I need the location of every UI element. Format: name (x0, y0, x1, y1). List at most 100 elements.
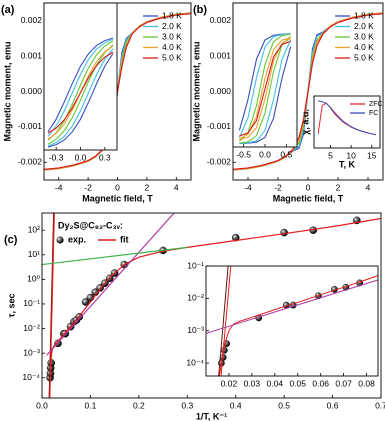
x-tick-label: -4 (55, 182, 63, 192)
legend-label: 5.0 K (162, 52, 182, 62)
legend-label: 1.8 K (162, 10, 182, 20)
data-line (49, 213, 55, 398)
y-tick-label: 0.002 (210, 15, 232, 25)
data-line (218, 266, 229, 376)
x-tick-label: 0.4 (230, 400, 242, 410)
x-tick-label: 0.06 (312, 378, 329, 388)
y-tick-label: 0.001 (21, 50, 43, 60)
y-tick-label: 10⁻² (23, 323, 40, 333)
x-tick-label: 0 (306, 182, 311, 192)
x-tick-label: -2 (84, 182, 92, 192)
data-line (47, 40, 114, 141)
y-tick-label: -0.002 (207, 157, 231, 167)
plot-area (206, 266, 378, 376)
data-line (47, 37, 114, 133)
y-tick-label: 10⁻¹ (23, 298, 40, 308)
y-axis-label: τ, sec (6, 293, 16, 317)
x-tick-label: 0.07 (335, 378, 352, 388)
plot-area (42, 213, 381, 398)
x-tick-label: 0.04 (267, 378, 284, 388)
x-tick-label: -2 (274, 182, 282, 192)
y-tick-label: -0.001 (18, 121, 42, 131)
x-tick-label: 0.05 (289, 378, 306, 388)
x-tick-label: 2 (336, 182, 341, 192)
y-tick-label: 10⁰ (27, 274, 40, 284)
x-tick-label: 2 (145, 182, 150, 192)
y-axis-label: Magnetic moment, emu (191, 41, 201, 141)
x-tick-label: 0 (115, 182, 120, 192)
x-tick-label: 10 (346, 150, 356, 160)
data-line (47, 38, 114, 137)
x-tick-label: -4 (244, 182, 252, 192)
y-tick-label: 0.001 (210, 50, 232, 60)
x-tick-label: -0.3 (49, 152, 64, 162)
data-line (239, 40, 291, 137)
plot-frame (232, 2, 298, 148)
x-tick-label: 0.3 (181, 400, 193, 410)
plot-area (44, 12, 191, 171)
y-tick-label: 10⁻⁴ (22, 372, 40, 382)
data-line (239, 37, 291, 140)
data-line (44, 13, 191, 170)
inset-background (314, 96, 380, 148)
x-tick-label: 0.5 (278, 400, 290, 410)
x-tick-label: 0.1 (85, 400, 97, 410)
inset-background (233, 3, 297, 147)
data-line (47, 51, 114, 134)
y-tick-label: 10⁻³ (187, 325, 204, 335)
x-tick-label: 0.2 (133, 400, 145, 410)
x-tick-label: -0.5 (236, 149, 251, 159)
y-tick-label: 10¹ (28, 249, 40, 259)
y-tick-label: 10² (28, 224, 40, 234)
x-tick-label: 4 (366, 182, 371, 192)
x-tick-label: 0.02 (221, 378, 238, 388)
panel-label: (b) (193, 4, 207, 16)
legend-label: exp. (68, 234, 86, 244)
legend-marker (56, 236, 64, 244)
legend-label: FC (369, 110, 378, 117)
x-tick-label: 5 (328, 150, 333, 160)
data-line (47, 48, 114, 147)
plot-frame (41, 212, 382, 399)
panel-label: (c) (4, 234, 18, 246)
legend-label: 2.0 K (354, 21, 374, 31)
y-tick-label: 10⁻³ (23, 347, 40, 357)
legend-label: 4.0 K (354, 42, 374, 52)
legend-label: 3.0 K (162, 31, 182, 41)
y-tick-label: 0.002 (21, 15, 43, 25)
x-axis-label: T, K (339, 159, 356, 169)
x-axis-label: 1/T, K⁻¹ (196, 411, 227, 421)
x-tick-label: 0.7 (375, 400, 385, 410)
data-line (218, 275, 378, 376)
data-line (239, 38, 291, 140)
x-tick-label: 0.0 (259, 149, 271, 159)
y-tick-label: 10⁻⁴ (186, 357, 204, 367)
data-line (238, 33, 291, 138)
inset-background (206, 266, 378, 376)
data-line (47, 53, 114, 148)
y-tick-label: 0.000 (21, 86, 43, 96)
x-tick-label: 0.08 (358, 378, 375, 388)
x-tick-label: 0.5 (280, 149, 292, 159)
panel-label: (a) (1, 4, 15, 16)
data-point (81, 298, 90, 306)
x-tick-label: 4 (174, 182, 179, 192)
y-axis-label: Magnetic moment, emu (2, 41, 12, 141)
data-line (233, 13, 383, 170)
x-tick-label: 0.03 (244, 378, 261, 388)
data-point (231, 233, 240, 242)
plot-area (47, 37, 114, 148)
y-tick-label: 0.000 (210, 86, 232, 96)
y-tick-label: 10⁻¹ (187, 260, 204, 270)
data-line (42, 246, 188, 266)
x-axis-label: Magnetic field, T (82, 193, 153, 203)
x-tick-label: 15 (367, 150, 377, 160)
legend-label: 3.0 K (354, 31, 374, 41)
data-line (206, 279, 378, 334)
legend-title: Dy₂S@C₈₂-C₃ᵥ: (58, 220, 123, 230)
y-axis-label: χ, a.u. (300, 109, 310, 135)
y-tick-label: -0.002 (18, 157, 42, 167)
data-line (47, 44, 114, 145)
y-tick-label: -0.001 (207, 121, 231, 131)
